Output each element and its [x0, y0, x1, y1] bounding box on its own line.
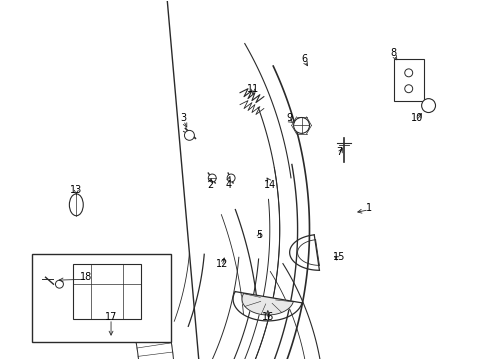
Polygon shape: [242, 294, 293, 315]
Circle shape: [404, 69, 412, 77]
Bar: [32, 255, 170, 342]
Circle shape: [226, 174, 235, 182]
Ellipse shape: [69, 194, 83, 216]
Text: 3: 3: [180, 113, 186, 123]
Text: 10: 10: [410, 113, 422, 123]
Text: 8: 8: [390, 48, 396, 58]
Bar: [393, 59, 423, 100]
Text: 12: 12: [216, 259, 228, 269]
Text: 4: 4: [224, 180, 231, 190]
Bar: [73, 264, 141, 319]
Text: 6: 6: [301, 54, 307, 64]
Circle shape: [208, 174, 216, 182]
Text: 11: 11: [246, 84, 259, 94]
Circle shape: [293, 117, 309, 133]
Text: 13: 13: [70, 185, 82, 195]
Text: 5: 5: [255, 230, 262, 239]
Text: 1: 1: [365, 203, 371, 213]
Text: 2: 2: [207, 180, 213, 190]
Text: 18: 18: [80, 272, 92, 282]
Text: 9: 9: [286, 113, 292, 123]
Text: 16: 16: [261, 312, 273, 322]
Circle shape: [421, 99, 435, 113]
Text: 14: 14: [263, 180, 275, 190]
Circle shape: [184, 130, 194, 140]
Text: 7: 7: [335, 147, 342, 157]
Text: 15: 15: [332, 252, 345, 262]
Polygon shape: [120, 271, 175, 360]
Text: 17: 17: [104, 312, 117, 322]
Circle shape: [55, 280, 63, 288]
Circle shape: [404, 85, 412, 93]
